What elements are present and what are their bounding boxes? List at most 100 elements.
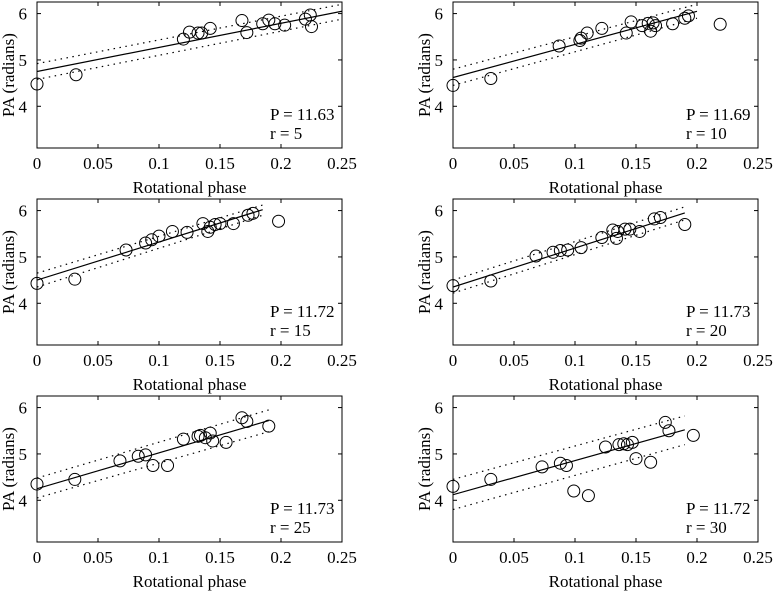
chart-panel-3: 0 0.05 0.1 0.15 0.2 0.25 4 5 6 Rotational phase PA… (0, 198, 357, 394)
annotation-period: P = 11.72 (686, 499, 751, 518)
x-tick-label: 0.25 (327, 154, 357, 173)
y-tick-label: 4 (19, 294, 28, 313)
y-tick-label: 4 (435, 97, 444, 116)
data-point (641, 16, 655, 30)
data-point (198, 431, 212, 445)
data-point (146, 459, 160, 473)
x-axis-label: Rotational phase (133, 572, 247, 591)
data-point (595, 230, 609, 244)
data-point (553, 243, 567, 257)
data-point (240, 26, 254, 40)
data-point (535, 460, 549, 474)
x-axis-label: Rotational phase (549, 178, 663, 197)
x-axis-label: Rotational phase (549, 375, 663, 394)
data-point (219, 435, 233, 449)
confidence-bound-line (453, 219, 685, 294)
x-tick-label: 0 (449, 548, 458, 567)
annotation-r: r = 25 (270, 518, 311, 537)
data-point (619, 26, 633, 40)
data-point (653, 211, 667, 225)
data-point (195, 26, 209, 40)
regression-line (37, 10, 342, 73)
data-point (176, 32, 190, 46)
y-tick-label: 6 (435, 5, 444, 24)
y-tick-label: 4 (19, 491, 28, 510)
x-tick-label: 0.25 (743, 154, 773, 173)
data-point (713, 17, 727, 31)
data-point (581, 489, 595, 503)
x-tick-label: 0.15 (621, 351, 651, 370)
y-tick-label: 4 (19, 97, 28, 116)
data-point (666, 17, 680, 31)
regression-line (453, 429, 685, 496)
data-point (68, 272, 82, 286)
data-point (235, 14, 249, 28)
data-point (268, 17, 282, 31)
x-tick-label: 0.15 (621, 548, 651, 567)
data-point (165, 224, 179, 238)
plot-frame (452, 395, 759, 543)
x-tick-label: 0.15 (621, 154, 651, 173)
fit-lines (37, 409, 269, 499)
plot-frame (36, 395, 343, 543)
data-point (678, 11, 692, 25)
x-tick-label: 0 (33, 351, 42, 370)
y-axis-label: PA (radians) (0, 33, 18, 117)
x-tick-label: 0 (449, 351, 458, 370)
x-tick-label: 0.1 (148, 351, 169, 370)
x-tick-label: 0.15 (205, 351, 235, 370)
data-point (145, 233, 159, 247)
data-point (183, 25, 196, 39)
data-point (484, 472, 498, 486)
data-point (567, 484, 581, 498)
confidence-bound-line (37, 18, 342, 80)
data-point (553, 456, 567, 470)
data-point (646, 16, 660, 30)
data-point (69, 68, 83, 82)
data-point (246, 206, 260, 220)
data-point (180, 225, 194, 239)
confidence-bound-line (37, 409, 269, 479)
x-tick-label: 0.05 (499, 154, 529, 173)
x-tick-label: 0 (33, 548, 42, 567)
data-point (658, 415, 672, 429)
confidence-bound-line (453, 415, 685, 481)
x-tick-label: 0.05 (499, 351, 529, 370)
data-point (484, 71, 498, 85)
fit-lines (37, 3, 342, 80)
x-tick-label: 0.2 (686, 154, 707, 173)
y-tick-label: 6 (19, 202, 28, 221)
x-tick-label: 0.05 (499, 548, 529, 567)
y-axis-label: PA (radians) (415, 230, 434, 314)
annotation-r: r = 10 (686, 124, 727, 143)
data-point (240, 414, 254, 428)
data-point (30, 477, 44, 491)
data-point (678, 217, 692, 231)
data-point (191, 26, 205, 40)
y-tick-label: 5 (19, 248, 28, 267)
y-axis-label: PA (radians) (415, 427, 434, 511)
confidence-bound-line (453, 444, 685, 511)
fit-lines (453, 206, 685, 294)
confidence-bound-line (37, 3, 342, 65)
x-tick-label: 0.15 (205, 548, 235, 567)
data-point (559, 459, 573, 473)
x-tick-label: 0.1 (148, 548, 169, 567)
x-tick-label: 0.1 (564, 154, 585, 173)
data-point (203, 426, 217, 440)
y-tick-label: 6 (435, 202, 444, 221)
data-point (226, 217, 240, 231)
data-point (176, 432, 190, 446)
data-point (139, 448, 153, 462)
fit-lines (453, 415, 685, 511)
data-point (213, 217, 227, 231)
data-point (681, 9, 695, 23)
y-axis-label: PA (radians) (0, 427, 18, 511)
x-tick-label: 0 (33, 154, 42, 173)
x-tick-label: 0.25 (327, 351, 357, 370)
annotation-r: r = 30 (686, 518, 727, 537)
data-point (599, 440, 612, 454)
data-point (647, 212, 661, 226)
data-point (662, 424, 676, 438)
